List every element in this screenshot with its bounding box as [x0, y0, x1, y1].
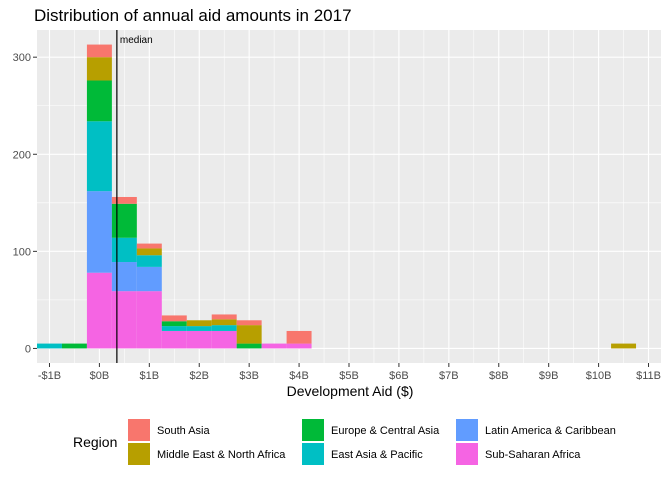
legend-item: Latin America & Caribbean — [456, 419, 616, 441]
bar-segment — [86, 44, 112, 58]
legend-item: Middle East & North Africa — [128, 443, 286, 465]
bar-segment — [161, 321, 187, 327]
legend-item: Europe & Central Asia — [302, 419, 440, 441]
bar-segment — [211, 314, 237, 320]
bar-segment — [86, 80, 112, 122]
bar-segment — [211, 325, 237, 331]
bar-segment — [111, 262, 137, 292]
legend-swatch — [128, 443, 150, 465]
y-tick-label: 200 — [13, 149, 31, 161]
bar-segment — [86, 121, 112, 192]
x-axis-label: Development Aid ($) — [287, 383, 414, 399]
bar-segment — [186, 326, 212, 331]
x-tick-label: $11B — [636, 370, 661, 382]
bar-segment — [61, 343, 87, 349]
legend-label: Sub-Saharan Africa — [485, 449, 581, 461]
bar-segment — [111, 291, 137, 349]
median-label: median — [120, 35, 153, 46]
legend: Region South Asia Middle East & North Afr… — [73, 419, 616, 465]
y-axis: 0 100 200 300 — [13, 52, 37, 355]
bar-segment — [286, 330, 312, 344]
legend-swatch — [456, 419, 478, 441]
bar-segment — [37, 343, 62, 349]
bar-segment — [111, 196, 137, 204]
bar-segment — [236, 320, 262, 326]
bar-segment — [236, 325, 262, 344]
bar-segment — [286, 343, 312, 349]
chart-title: Distribution of annual aid amounts in 20… — [34, 6, 352, 25]
bar-segment — [111, 203, 137, 238]
bar-segment — [136, 248, 162, 256]
bar-segment — [161, 326, 187, 331]
y-tick-label: 300 — [13, 52, 31, 64]
legend-label: South Asia — [157, 425, 210, 437]
bar-segment — [111, 237, 137, 263]
median-group: median — [116, 30, 153, 363]
bar-segment — [211, 330, 237, 349]
y-tick-label: 0 — [25, 343, 31, 355]
bar-segment — [611, 343, 637, 349]
bar-segment — [261, 343, 287, 349]
legend-label: Middle East & North Africa — [157, 449, 286, 461]
bar-segment — [186, 320, 212, 327]
legend-item: East Asia & Pacific — [302, 443, 423, 465]
x-tick-label: $2B — [189, 370, 209, 382]
bar-segment — [136, 255, 162, 267]
bar-segment — [186, 330, 212, 349]
bar-segment — [86, 57, 112, 81]
x-tick-label: $8B — [489, 370, 509, 382]
x-tick-label: $6B — [389, 370, 409, 382]
legend-label: Europe & Central Asia — [331, 425, 440, 437]
bar-segment — [161, 315, 187, 322]
x-tick-label: $0B — [90, 370, 110, 382]
legend-label: Latin America & Caribbean — [485, 425, 616, 437]
bar-segment — [211, 319, 237, 326]
legend-item: Sub-Saharan Africa — [456, 443, 581, 465]
legend-swatch — [128, 419, 150, 441]
x-tick-label: $1B — [140, 370, 160, 382]
legend-title: Region — [73, 434, 117, 450]
x-tick-label: $3B — [239, 370, 259, 382]
x-tick-label: $5B — [339, 370, 359, 382]
major-gridlines — [37, 30, 661, 363]
bar-segment — [86, 191, 112, 273]
bar-segment — [86, 272, 112, 349]
bar-segment — [136, 291, 162, 349]
bar-segment — [136, 266, 162, 292]
x-tick-label: $4B — [289, 370, 309, 382]
legend-swatch — [456, 443, 478, 465]
legend-swatch — [302, 443, 324, 465]
x-tick-label: -$1B — [38, 370, 61, 382]
y-tick-label: 100 — [13, 246, 31, 258]
bars-group — [37, 44, 637, 349]
legend-swatch — [302, 419, 324, 441]
x-tick-label: $10B — [586, 370, 612, 382]
x-axis: -$1B $0B $1B $2B $3B $4B $5B $6B $7B $8B $9B $10B $1… — [38, 363, 661, 382]
x-tick-label: $7B — [439, 370, 459, 382]
legend-item: South Asia — [128, 419, 210, 441]
bar-segment — [236, 343, 262, 349]
legend-label: East Asia & Pacific — [331, 449, 423, 461]
x-tick-label: $9B — [539, 370, 559, 382]
bar-segment — [161, 330, 187, 349]
bar-segment — [136, 243, 162, 249]
